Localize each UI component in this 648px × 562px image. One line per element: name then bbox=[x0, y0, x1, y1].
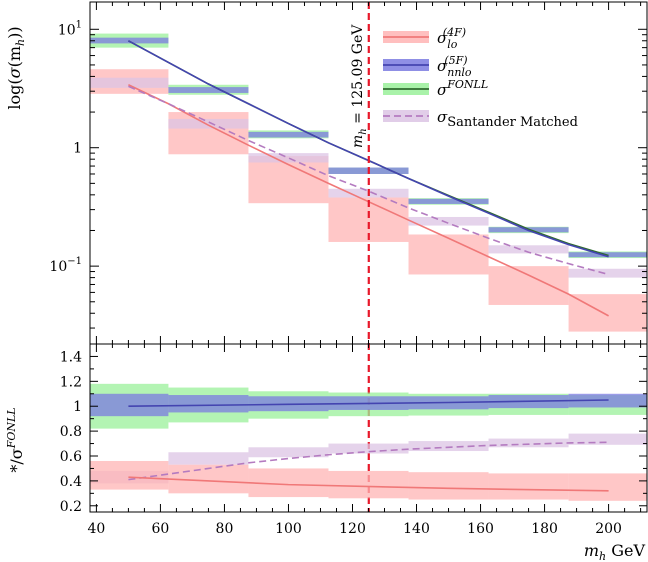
santander_ratio-band-3 bbox=[328, 443, 409, 454]
x-tick-label: 160 bbox=[467, 521, 494, 537]
santander-band-5 bbox=[488, 245, 569, 254]
santander_ratio-line bbox=[128, 441, 609, 481]
nnlo_5F-band-4 bbox=[408, 198, 489, 204]
santander-band-4 bbox=[408, 216, 489, 226]
nnlo_ratio-band-1 bbox=[168, 395, 249, 413]
x-tick-label: 120 bbox=[339, 521, 366, 537]
ratio-y-tick-label: 1 bbox=[73, 399, 82, 415]
main-y-axis-label: log(σ(mh)) bbox=[5, 26, 27, 109]
santander_ratio-band-5 bbox=[488, 438, 569, 448]
legend-item: σFONLL bbox=[383, 78, 488, 99]
ratio-y-tick-label: 1.4 bbox=[60, 349, 82, 365]
higgs-mass-annotation: mh = 125.09 GeV bbox=[350, 24, 369, 148]
santander-line bbox=[128, 85, 609, 276]
ratio-y-tick-label: 0.4 bbox=[60, 474, 82, 490]
lo_4F-band-4 bbox=[408, 234, 489, 275]
x-tick-label: 180 bbox=[531, 521, 558, 537]
santander_ratio-band-2 bbox=[248, 447, 329, 458]
santander-band-1 bbox=[168, 118, 249, 129]
lo_ratio-line bbox=[128, 476, 609, 492]
x-axis-label: mh GeV bbox=[584, 541, 646, 562]
lo_ratio-band-3 bbox=[328, 470, 409, 499]
legend-label: σlo(4F) bbox=[437, 26, 466, 51]
main-y-axis: 10−1 1 101 bbox=[49, 19, 647, 329]
legend-label: σFONLL bbox=[437, 78, 488, 99]
ratio-y-axis-label: */σFONLL bbox=[5, 407, 26, 472]
legend-item: σlo(4F) bbox=[383, 26, 466, 51]
lo_4F-band-1 bbox=[168, 112, 249, 155]
x-axis: 40 60 80 100 120 140 160 180 200 bbox=[87, 2, 642, 537]
ratio-panel-plot bbox=[90, 383, 647, 501]
nnlo_5F-band-0 bbox=[90, 37, 169, 44]
nnlo_ratio-line bbox=[128, 399, 609, 408]
legend-label: σnnlo(5F) bbox=[437, 54, 472, 79]
x-tick-label: 60 bbox=[152, 521, 170, 537]
nnlo_5F-band-2 bbox=[248, 131, 329, 138]
lo_ratio-band-5 bbox=[488, 473, 569, 500]
lo_ratio-band-6 bbox=[568, 473, 647, 501]
main-y-tick-label: 1 bbox=[73, 141, 82, 157]
santander-band-2 bbox=[248, 153, 329, 163]
x-tick-label: 140 bbox=[403, 521, 430, 537]
main-y-tick-label: 10−1 bbox=[49, 256, 82, 275]
santander-band-0 bbox=[90, 77, 169, 88]
main-panel-plot bbox=[90, 33, 647, 332]
ratio-y-tick-label: 0.2 bbox=[60, 499, 82, 515]
x-tick-label: 80 bbox=[216, 521, 234, 537]
lo_4F-band-5 bbox=[488, 266, 569, 305]
x-tick-label: 40 bbox=[87, 521, 105, 537]
nnlo_ratio-band-0 bbox=[90, 393, 169, 417]
x-tick-label: 100 bbox=[275, 521, 302, 537]
lo_ratio-band-4 bbox=[408, 472, 489, 500]
ratio-y-tick-label: 0.8 bbox=[60, 424, 82, 440]
lo_4F-band-2 bbox=[248, 156, 329, 204]
santander_ratio-band-6 bbox=[568, 433, 647, 445]
ratio-y-tick-label: 1.2 bbox=[60, 374, 82, 390]
legend-item: σSantander Matched bbox=[383, 108, 578, 130]
santander_ratio-band-1 bbox=[168, 452, 249, 465]
x-tick-label: 200 bbox=[595, 521, 622, 537]
legend: σlo(4F) σnnlo(5F)σFONLL σSantander Matched bbox=[383, 26, 578, 130]
legend-item: σnnlo(5F) bbox=[383, 54, 472, 79]
legend-label: σSantander Matched bbox=[437, 108, 578, 130]
ratio-y-axis: 0.2 0.4 0.6 0.8 1 1.2 1.4 bbox=[60, 349, 647, 515]
ratio-y-tick-label: 0.6 bbox=[60, 449, 82, 465]
main-y-tick-label: 101 bbox=[58, 19, 82, 38]
santander-band-6 bbox=[568, 268, 647, 278]
santander_ratio-band-4 bbox=[408, 441, 489, 452]
nnlo_5F-band-1 bbox=[168, 87, 249, 93]
